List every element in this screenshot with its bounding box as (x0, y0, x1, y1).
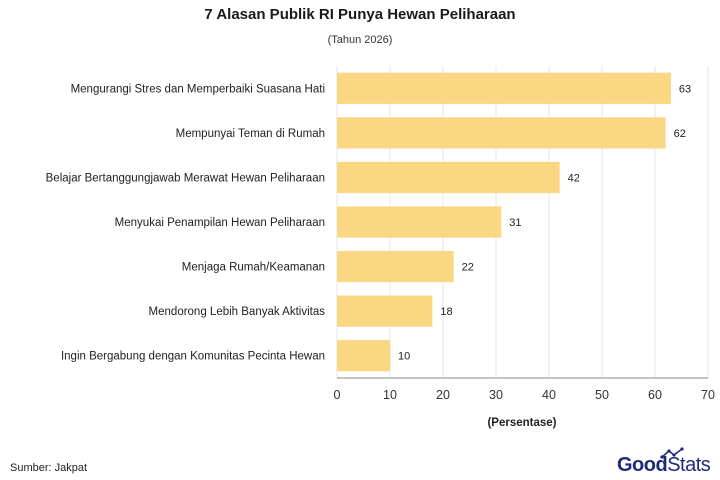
x-tick-label: 50 (595, 388, 609, 402)
data-label: 42 (568, 172, 580, 184)
chart-subtitle: (Tahun 2026) (327, 34, 393, 46)
bar (337, 161, 560, 194)
category-label: Ingin Bergabung dengan Komunitas Pecinta… (61, 351, 325, 363)
data-label: 63 (679, 83, 691, 95)
x-tick-label: 40 (542, 388, 556, 402)
bar (337, 117, 666, 149)
x-tick-label: 70 (701, 388, 715, 402)
data-label: 10 (398, 351, 410, 363)
bar (337, 295, 433, 327)
brand-stats: Stats (667, 454, 711, 476)
category-label: Belajar Bertanggungjawab Merawat Hewan P… (46, 172, 325, 184)
x-tick-label: 20 (436, 388, 450, 402)
x-tick-label: 10 (383, 388, 397, 402)
trend-icon (660, 447, 684, 459)
x-tick-label: 0 (334, 388, 341, 402)
category-label: Mengurangi Stres dan Memperbaiki Suasana… (71, 83, 325, 95)
x-axis-title: (Persentase) (487, 417, 556, 429)
source-note: Sumber: Jakpat (10, 462, 88, 474)
category-label: Menyukai Penampilan Hewan Peliharaan (115, 217, 325, 229)
bar (337, 72, 671, 104)
data-label: 31 (509, 217, 521, 229)
category-label: Menjaga Rumah/Keamanan (182, 262, 325, 274)
x-tick-label: 30 (489, 388, 503, 402)
x-tick-label: 60 (648, 388, 662, 402)
bar (337, 340, 390, 372)
bar (337, 206, 502, 238)
data-label: 62 (674, 128, 686, 140)
data-label: 22 (462, 262, 474, 274)
brand-logo: GoodStats (617, 454, 711, 477)
brand-good: Good (617, 454, 668, 476)
bar (337, 250, 454, 283)
category-label: Mempunyai Teman di Rumah (176, 128, 325, 140)
data-label: 18 (440, 306, 452, 318)
category-label: Mendorong Lebih Banyak Aktivitas (149, 306, 326, 318)
chart-title: 7 Alasan Publik RI Punya Hewan Peliharaa… (204, 6, 516, 23)
